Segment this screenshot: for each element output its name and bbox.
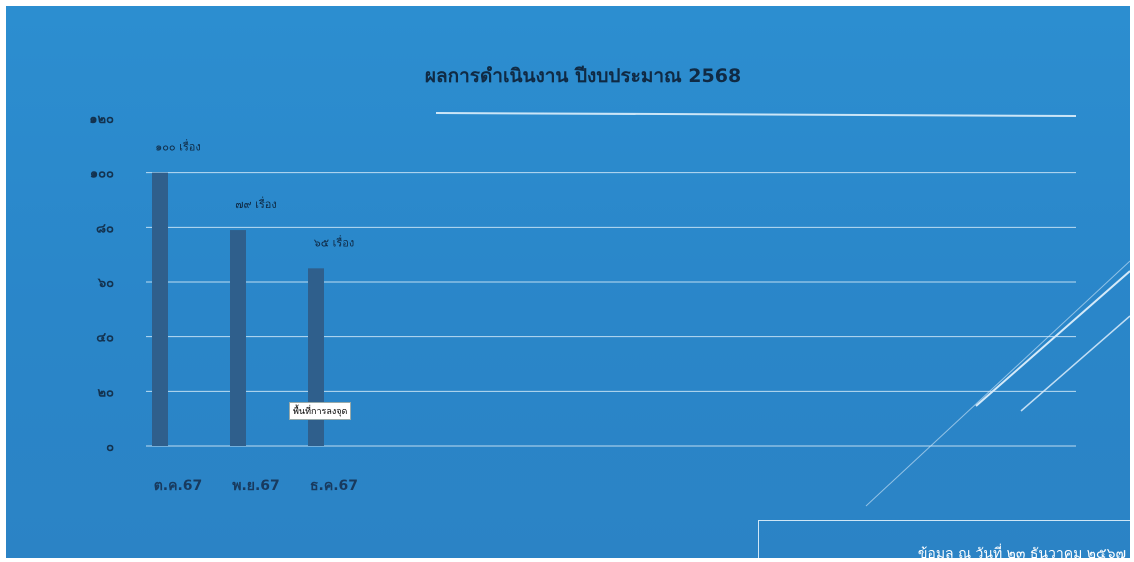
data-label: ๖๕ เรื่อง: [314, 234, 354, 249]
gridlines: [146, 172, 1076, 447]
x-axis-ticks: ต.ค.67 พ.ย.67 ธ.ค.67: [154, 478, 358, 494]
bars: [152, 172, 324, 446]
data-date-note: ข้อมูล ณ วันที่ ๒๓ ธันวาคม ๒๕๖๗: [917, 546, 1126, 558]
bar-chart: ผลการดำเนินงาน ปีงบประมาณ 2568 ๐ ๒๐ ๔๐ ๖๐ ๘๐…: [89, 65, 1130, 507]
chart-title: ผลการดำเนินงาน ปีงบประมาณ 2568: [425, 65, 741, 87]
y-tick-label: ๐: [106, 440, 114, 455]
y-tick-label: ๑๒๐: [89, 112, 114, 127]
data-label: ๗๙ เรื่อง: [235, 196, 276, 211]
y-tick-label: ๔๐: [96, 331, 114, 346]
x-tick-label: ธ.ค.67: [310, 478, 358, 494]
bar: [230, 230, 246, 446]
y-tick-label: ๒๐: [97, 385, 114, 400]
y-axis-ticks: ๐ ๒๐ ๔๐ ๖๐ ๘๐ ๑๐๐ ๑๒๐: [89, 112, 114, 455]
y-tick-label: ๘๐: [96, 221, 114, 236]
x-tick-label: ต.ค.67: [154, 478, 203, 494]
footer-box: ข้อมูล ณ วันที่ ๒๓ ธันวาคม ๒๕๖๗: [758, 520, 1130, 558]
plot-area-tooltip: พื้นที่การลงจุด: [289, 402, 352, 420]
x-tick-label: พ.ย.67: [232, 478, 280, 494]
bar: [152, 172, 168, 446]
bar: [308, 268, 324, 446]
decorative-lines: [435, 112, 1130, 507]
y-tick-label: ๖๐: [97, 276, 114, 291]
y-tick-label: ๑๐๐: [90, 167, 114, 182]
data-label: ๑๐๐ เรื่อง: [155, 139, 201, 154]
chart-slide: ผลการดำเนินงาน ปีงบประมาณ 2568 ๐ ๒๐ ๔๐ ๖๐ ๘๐…: [6, 6, 1130, 558]
